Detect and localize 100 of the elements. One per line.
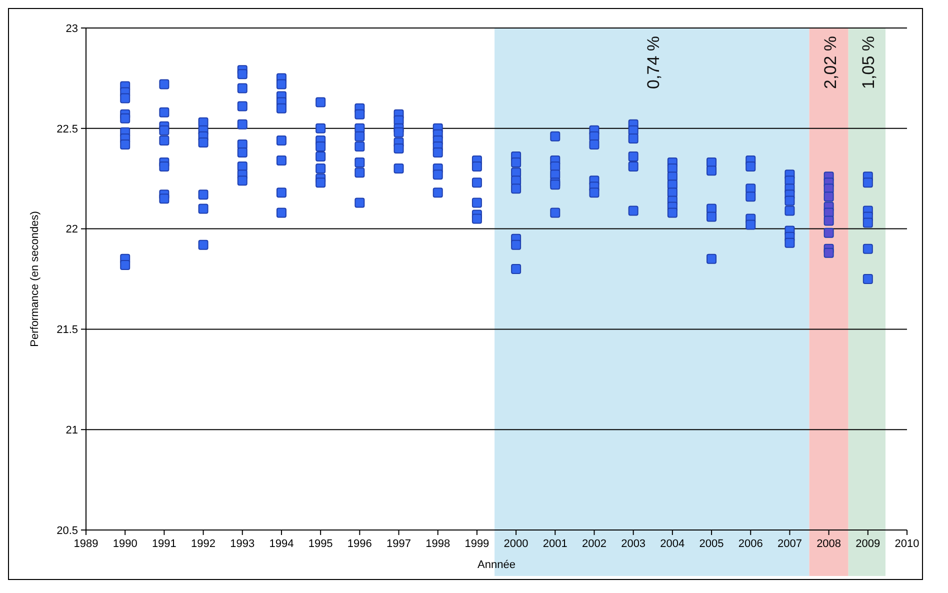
point: [746, 220, 756, 230]
x-tick-label: 1991: [152, 538, 176, 550]
point: [862, 178, 873, 188]
x-tick-label: 2002: [582, 538, 606, 550]
point: [316, 178, 326, 188]
point: [276, 156, 286, 166]
x-tick-label: 2005: [699, 538, 724, 550]
y-tick-label: 21: [66, 424, 78, 436]
y-tick-label: 20.5: [56, 524, 78, 537]
point: [511, 240, 522, 250]
x-tick-label: 1999: [464, 538, 490, 550]
point: [628, 206, 638, 216]
point: [784, 206, 795, 216]
point: [316, 164, 326, 174]
point: [159, 162, 170, 172]
point: [316, 141, 326, 152]
band-label: 1,05 %: [858, 36, 878, 89]
x-tick-label: 2000: [504, 538, 528, 550]
point: [511, 264, 522, 274]
point: [159, 79, 170, 90]
point: [746, 192, 756, 202]
point: [237, 69, 248, 80]
point: [354, 158, 365, 168]
y-tick-label: 22.5: [56, 123, 78, 136]
band-label: 0,74 %: [644, 36, 663, 89]
point: [276, 188, 286, 198]
point: [120, 113, 130, 124]
y-tick-label: 23: [66, 22, 78, 35]
point: [159, 194, 170, 204]
point: [824, 216, 834, 226]
point: [706, 166, 717, 176]
x-tick-label: 1994: [269, 538, 294, 550]
point: [120, 139, 130, 150]
y-tick-label: 22: [66, 224, 78, 236]
point: [276, 79, 286, 90]
x-tick-label: 2007: [777, 538, 802, 550]
point: [198, 190, 208, 200]
point: [472, 162, 482, 172]
y-axis-title: Performance (en secondes): [29, 211, 41, 347]
point: [784, 196, 795, 206]
point: [237, 83, 248, 94]
point: [511, 158, 522, 168]
x-tick-label: 1989: [74, 538, 98, 550]
point: [394, 127, 404, 138]
point: [628, 152, 638, 162]
x-tick-label: 2010: [894, 538, 920, 550]
x-tick-label: 1997: [386, 538, 412, 550]
point: [432, 147, 443, 158]
x-tick-label: 2003: [621, 538, 646, 550]
point: [198, 204, 208, 214]
point: [667, 208, 678, 218]
point: [628, 133, 638, 144]
point: [354, 141, 365, 152]
point: [316, 97, 326, 108]
x-tick-label: 1992: [191, 538, 216, 550]
point: [472, 214, 482, 224]
point: [120, 260, 130, 270]
point: [159, 107, 170, 118]
x-tick-label: 1996: [347, 538, 372, 550]
point: [120, 93, 130, 104]
point: [589, 139, 600, 150]
point: [862, 244, 873, 254]
point: [276, 208, 286, 218]
x-axis-title: Annnée: [478, 559, 516, 571]
point: [824, 228, 834, 238]
point: [237, 176, 248, 186]
point: [354, 109, 365, 120]
x-tick-label: 1995: [308, 538, 333, 550]
point: [237, 147, 248, 158]
point: [237, 119, 248, 130]
x-tick-label: 2001: [542, 538, 568, 550]
point: [706, 254, 717, 264]
point: [862, 274, 873, 284]
point: [706, 212, 717, 222]
x-tick-label: 1990: [112, 538, 138, 550]
point: [550, 208, 560, 218]
point: [394, 143, 404, 154]
point: [628, 162, 638, 172]
point: [824, 248, 834, 258]
x-tick-label: 2006: [738, 538, 763, 550]
point: [276, 103, 286, 114]
point: [394, 164, 404, 174]
point: [276, 135, 286, 146]
point: [354, 168, 365, 178]
point: [237, 101, 248, 112]
point: [354, 198, 365, 208]
point: [316, 152, 326, 162]
point: [354, 131, 365, 142]
point: [159, 135, 170, 146]
point: [511, 184, 522, 194]
x-tick-label: 1998: [426, 538, 450, 550]
point: [589, 188, 600, 198]
x-tick-label: 1993: [230, 538, 255, 550]
y-tick-label: 21.5: [56, 324, 78, 336]
point: [472, 198, 482, 208]
point: [198, 240, 208, 250]
point: [198, 137, 208, 148]
point: [784, 238, 795, 248]
point: [550, 131, 560, 142]
point: [432, 170, 443, 180]
